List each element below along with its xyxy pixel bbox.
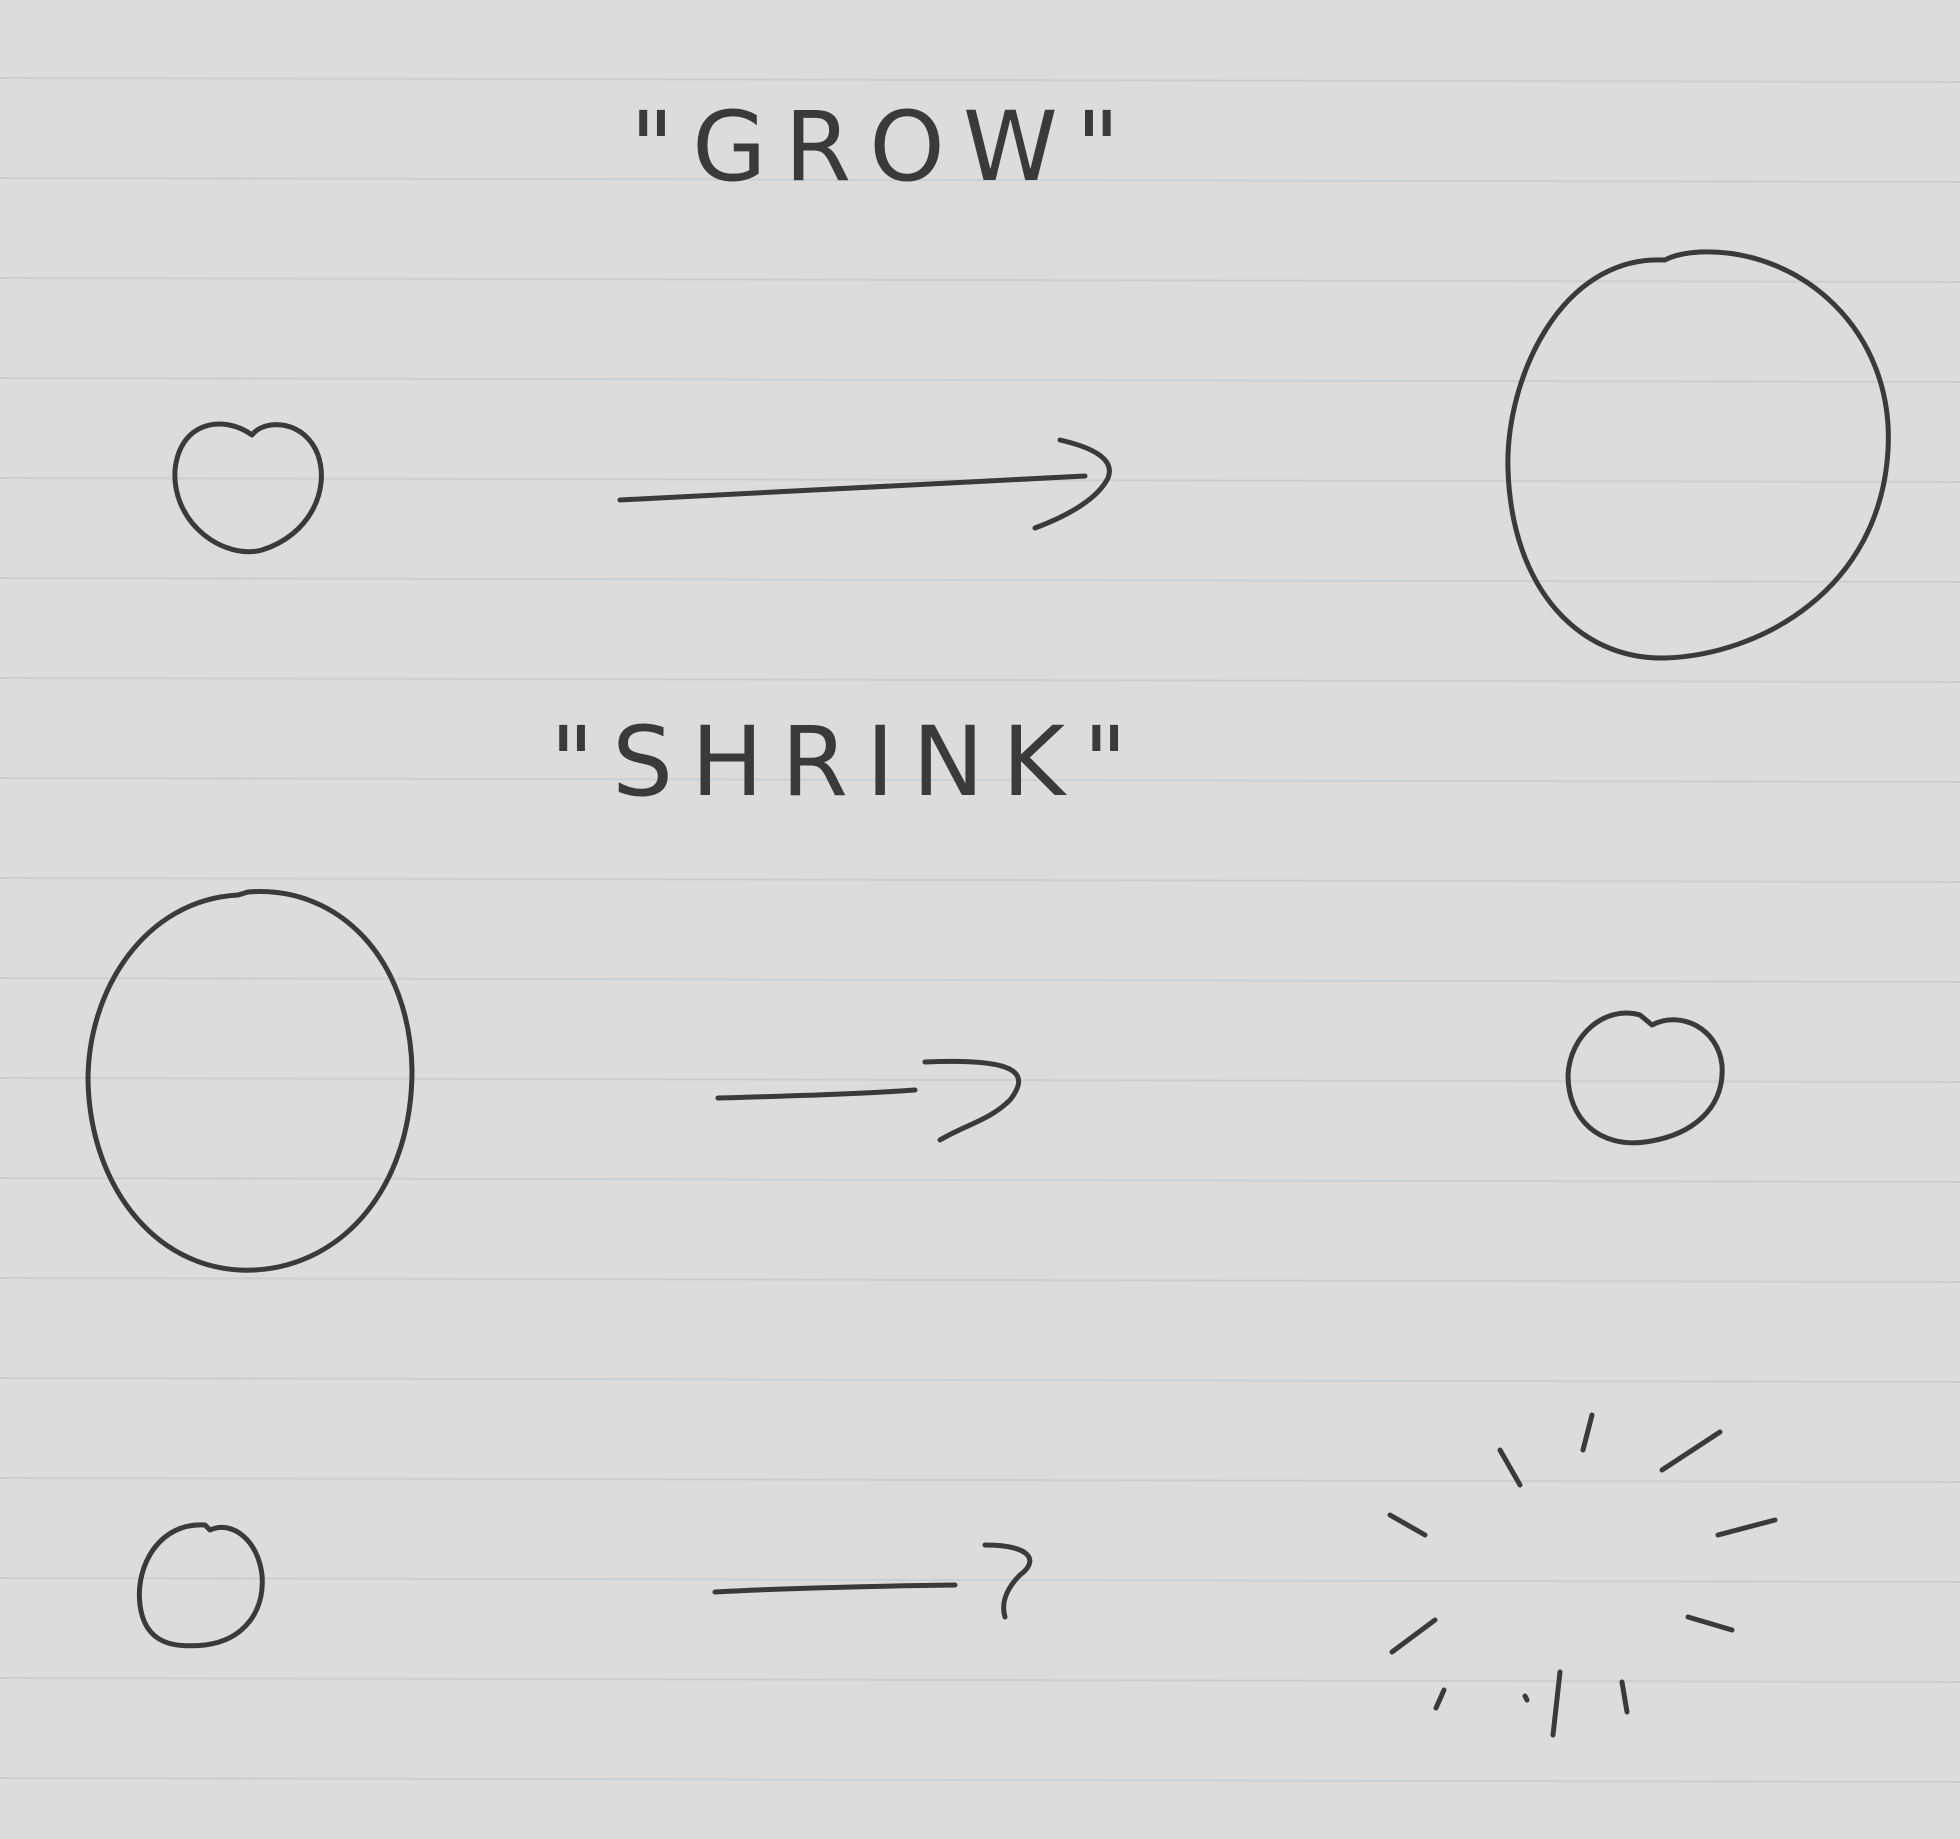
pop-small-circle (136, 1522, 265, 1649)
grow-title: "GROW" (630, 91, 1138, 203)
grow-arrow-shaft (617, 473, 1088, 503)
pop-arrow-shaft (712, 1582, 958, 1595)
shrink-title: "SHRINK" (550, 706, 1145, 818)
grow-row (172, 249, 1891, 661)
shrink-small-circle (1565, 1010, 1725, 1146)
pop-row (136, 1412, 1778, 1738)
shrink-arrow-head (922, 1058, 1022, 1143)
grow-small-circle (172, 421, 324, 555)
shrink-large-circle (85, 889, 415, 1273)
shrink-arrow-shaft (715, 1087, 918, 1101)
grow-large-circle (1505, 249, 1891, 661)
grow-arrow-head (1032, 437, 1112, 531)
pop-arrow-head (982, 1542, 1033, 1620)
ruled-lines (0, 77, 1960, 1783)
burst-icon (1387, 1412, 1778, 1738)
shrink-row (85, 889, 1725, 1273)
